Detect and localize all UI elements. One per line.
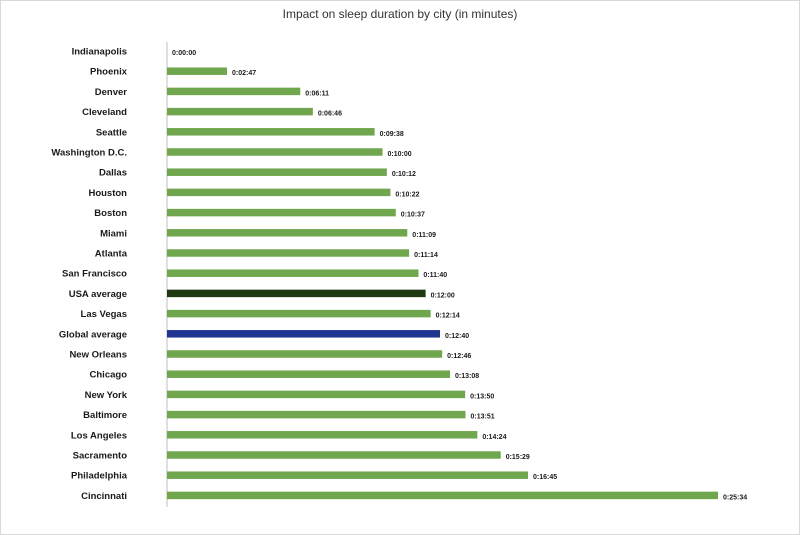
category-label: Atlanta bbox=[95, 249, 128, 260]
category-label: Chicago bbox=[90, 370, 128, 381]
category-label: Los Angeles bbox=[71, 430, 127, 441]
category-label: Phoenix bbox=[90, 67, 128, 78]
data-label: 0:10:12 bbox=[392, 171, 416, 178]
bars-group: Indianapolis 0:00:00 Phoenix 0:02:47 Denver 0… bbox=[51, 47, 747, 502]
category-label: Sacramento bbox=[73, 451, 128, 462]
data-label: 0:00:00 bbox=[172, 50, 196, 57]
bar bbox=[167, 168, 387, 176]
bar bbox=[167, 491, 718, 500]
data-label: 0:12:40 bbox=[445, 333, 469, 340]
category-label: New Orleans bbox=[69, 350, 127, 361]
category-label: Washington D.C. bbox=[51, 148, 127, 159]
bar bbox=[167, 188, 391, 197]
bar bbox=[167, 128, 375, 136]
category-label: Boston bbox=[94, 208, 127, 219]
category-label: Denver bbox=[95, 87, 128, 98]
category-label: Global average bbox=[59, 329, 127, 340]
bar bbox=[167, 229, 408, 237]
data-label: 0:14:24 bbox=[482, 434, 506, 441]
data-label: 0:02:47 bbox=[232, 70, 256, 77]
data-label: 0:25:34 bbox=[723, 494, 747, 501]
category-label: Philadelphia bbox=[71, 471, 128, 482]
category-label: New York bbox=[85, 390, 128, 401]
category-label: Dallas bbox=[99, 168, 127, 179]
bar bbox=[167, 208, 396, 217]
data-label: 0:11:40 bbox=[423, 272, 447, 279]
data-label: 0:12:46 bbox=[447, 353, 471, 360]
data-label: 0:13:51 bbox=[470, 414, 494, 421]
data-label: 0:10:22 bbox=[395, 191, 419, 198]
category-label: Cincinnati bbox=[81, 491, 127, 502]
bar bbox=[167, 471, 528, 479]
bar bbox=[167, 309, 431, 318]
bar bbox=[167, 289, 426, 298]
data-label: 0:15:29 bbox=[506, 454, 530, 461]
data-label: 0:12:14 bbox=[436, 313, 460, 320]
bar bbox=[167, 350, 443, 358]
bar bbox=[167, 148, 383, 156]
category-label: Baltimore bbox=[83, 410, 127, 421]
bar bbox=[167, 107, 313, 116]
data-label: 0:11:09 bbox=[412, 232, 436, 239]
bar bbox=[167, 269, 419, 277]
category-label: Houston bbox=[88, 188, 127, 199]
category-label: Seattle bbox=[96, 127, 127, 138]
category-label: Las Vegas bbox=[81, 309, 127, 320]
data-label: 0:10:37 bbox=[401, 212, 425, 219]
data-label: 0:11:14 bbox=[414, 252, 438, 259]
data-label: 0:09:38 bbox=[380, 131, 404, 138]
data-label: 0:10:00 bbox=[388, 151, 412, 158]
bar bbox=[167, 67, 227, 75]
bar bbox=[167, 330, 440, 338]
category-label: USA average bbox=[69, 289, 127, 300]
bar bbox=[167, 370, 451, 378]
data-label: 0:13:08 bbox=[455, 373, 479, 380]
data-label: 0:06:11 bbox=[305, 90, 329, 97]
chart-title: Impact on sleep duration by city (in min… bbox=[283, 7, 518, 21]
category-label: Cleveland bbox=[82, 107, 127, 118]
bar bbox=[167, 249, 410, 257]
bar bbox=[167, 431, 478, 439]
category-label: Miami bbox=[100, 228, 127, 239]
data-label: 0:13:50 bbox=[470, 393, 494, 400]
data-label: 0:12:00 bbox=[431, 292, 455, 299]
bar bbox=[167, 451, 501, 459]
data-label: 0:16:45 bbox=[533, 474, 557, 481]
category-label: San Francisco bbox=[62, 269, 127, 280]
bar bbox=[167, 87, 301, 96]
data-label: 0:06:46 bbox=[318, 111, 342, 118]
bar bbox=[167, 410, 466, 419]
category-label: Indianapolis bbox=[72, 47, 127, 58]
bar bbox=[167, 390, 466, 399]
